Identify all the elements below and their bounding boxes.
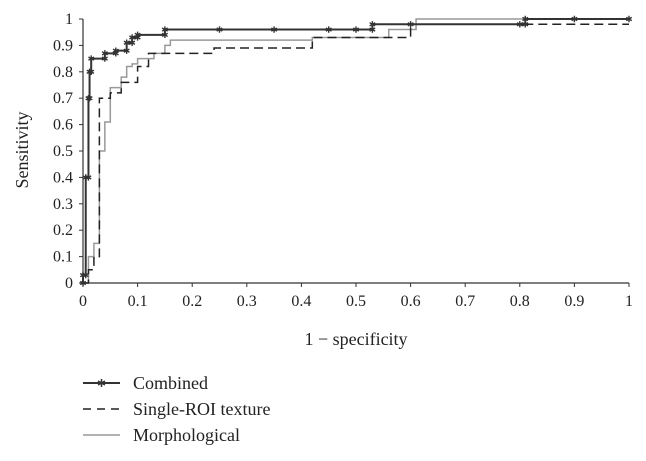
x-tick-label: 0.9 — [564, 293, 584, 310]
data-point — [270, 26, 278, 33]
data-point — [407, 21, 414, 28]
data-point — [134, 31, 141, 39]
y-tick-label: 0 — [65, 275, 73, 292]
data-point — [161, 26, 169, 33]
legend-item-single-roi-texture: Single-ROI texture — [83, 399, 270, 419]
data-point — [516, 21, 523, 28]
legend: Combined Single-ROI texture Morphological — [83, 373, 270, 445]
series-layer — [79, 15, 633, 287]
data-point — [352, 26, 360, 33]
series-line-morphological — [83, 18, 629, 284]
data-point — [325, 26, 332, 33]
x-tick-label: 0.4 — [291, 293, 311, 310]
data-point — [88, 68, 95, 75]
y-tick-label: 0.5 — [53, 143, 73, 160]
y-tick-label: 1 — [65, 11, 73, 28]
axes — [82, 19, 629, 284]
data-point — [123, 39, 130, 46]
legend-label: Single-ROI texture — [133, 399, 270, 419]
data-point — [86, 95, 93, 102]
x-tick-label: 0.3 — [237, 293, 257, 310]
x-tick-label: 1 — [625, 293, 633, 310]
data-point — [571, 15, 578, 23]
x-tick-label: 0.5 — [346, 293, 366, 310]
y-tick-label: 0.8 — [53, 64, 73, 81]
data-point — [79, 279, 87, 287]
x-tick-label: 0.2 — [182, 293, 202, 310]
data-point — [123, 47, 130, 54]
y-axis-label: Sensitivity — [12, 111, 32, 188]
legend-label: Morphological — [133, 425, 240, 445]
data-point — [625, 15, 633, 23]
legend-item-morphological: Morphological — [83, 425, 240, 445]
y-tick-label: 0.4 — [53, 169, 73, 186]
y-tick-label: 0.2 — [53, 222, 73, 239]
x-tick-label: 0 — [79, 293, 87, 310]
data-point — [88, 55, 95, 62]
y-tick-label: 0.3 — [53, 196, 73, 213]
data-point — [129, 34, 136, 41]
series-line-single-roi-texture — [83, 23, 629, 284]
x-tick-label: 0.8 — [510, 293, 530, 310]
data-point — [101, 50, 108, 57]
series-markers-combined — [79, 15, 633, 287]
legend-label: Combined — [133, 373, 208, 393]
data-point — [85, 174, 92, 181]
y-tick-labels: 0 0.1 0.2 0.3 0.4 0.5 0.6 0.7 0.8 0.9 1 — [53, 11, 83, 292]
data-point — [216, 26, 223, 33]
y-tick-label: 0.6 — [53, 117, 73, 134]
x-axis-label: 1 − specificity — [304, 329, 407, 349]
data-point — [82, 271, 89, 279]
legend-item-combined: Combined — [83, 373, 208, 393]
y-tick-label: 0.7 — [53, 90, 73, 107]
x-tick-label: 0.1 — [128, 293, 148, 310]
data-point — [522, 15, 529, 23]
data-point — [369, 21, 376, 28]
data-point — [112, 47, 119, 54]
y-tick-label: 0.9 — [53, 37, 73, 54]
x-tick-labels: 0 0.1 0.2 0.3 0.4 0.5 0.6 0.7 0.8 0.9 1 — [79, 283, 633, 310]
x-tick-label: 0.7 — [455, 293, 475, 310]
x-tick-label: 0.6 — [401, 293, 421, 310]
series-line-combined — [82, 18, 629, 283]
y-tick-label: 0.1 — [53, 249, 73, 266]
legend-star-marker — [97, 379, 106, 387]
